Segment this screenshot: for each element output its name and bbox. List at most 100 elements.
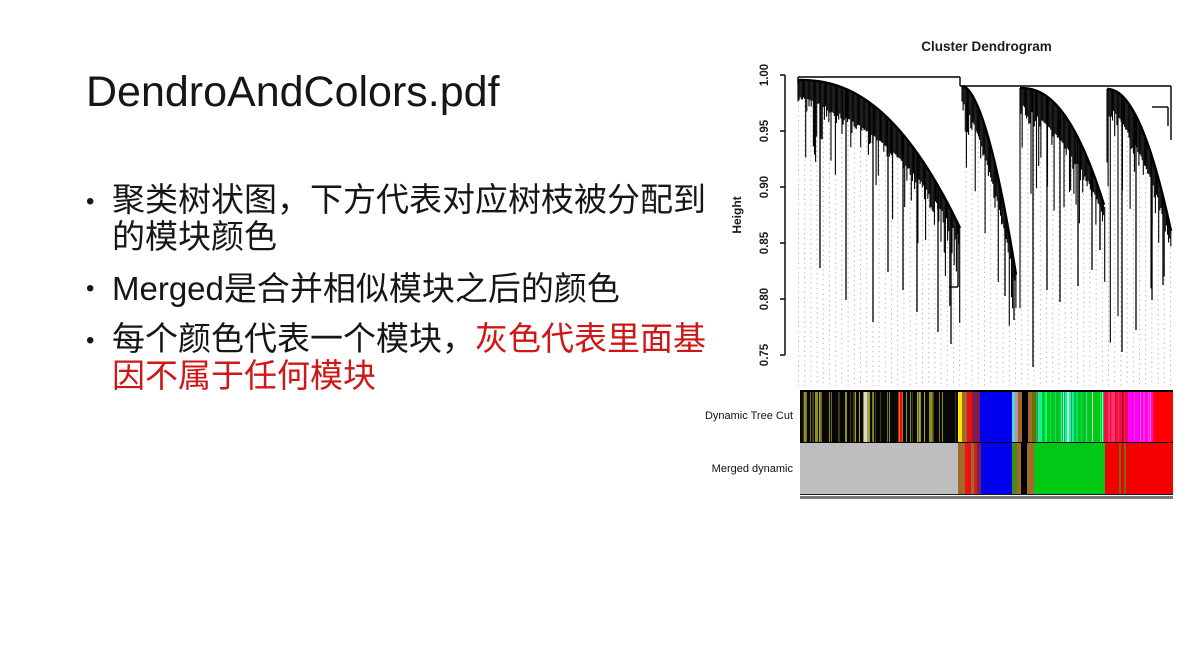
module-color-stripe: [939, 392, 940, 442]
bullet-item: • 聚类树状图，下方代表对应树枝被分配到的模块颜色: [86, 183, 726, 257]
module-color-stripe: [1091, 392, 1094, 442]
module-color-segment: [864, 392, 869, 442]
module-color-segment: [1152, 392, 1173, 442]
module-color-stripe: [830, 392, 832, 442]
module-color-segment: [1011, 443, 1018, 494]
module-color-stripe: [902, 392, 904, 442]
module-color-stripe: [924, 392, 926, 442]
module-color-stripe: [1108, 392, 1110, 442]
module-color-segment: [961, 392, 968, 442]
module-color-stripe: [804, 392, 806, 442]
bullet-item: • Merged是合并相似模块之后的颜色: [86, 270, 726, 309]
text-run: 聚类树状图，下方代表对应树枝被分配到的模块颜色: [112, 183, 706, 256]
module-color-stripe: [1124, 392, 1126, 442]
module-color-stripe: [1131, 392, 1133, 442]
module-color-stripe: [1040, 392, 1042, 442]
module-color-stripe: [918, 392, 920, 442]
y-axis-label: Height: [730, 196, 744, 234]
module-color-stripe: [809, 392, 811, 442]
y-tick-label: 0.90: [759, 175, 771, 199]
module-color-segment: [1014, 392, 1018, 442]
module-color-stripe: [1100, 392, 1102, 442]
module-color-stripe: [942, 392, 944, 442]
module-color-stripe: [1045, 392, 1047, 442]
y-tick-label: 1.00: [759, 63, 771, 87]
module-color-stripe: [853, 392, 855, 442]
module-color-stripe: [887, 392, 889, 442]
module-color-stripe: [931, 392, 934, 442]
module-color-stripe: [859, 392, 861, 442]
module-color-stripe: [919, 392, 921, 442]
module-color-stripe: [1055, 392, 1056, 442]
module-color-stripe: [867, 392, 870, 442]
module-color-stripe: [820, 392, 822, 442]
highlighted-text-run: 灰色代表里面基因不属于任何模块: [112, 322, 706, 395]
module-color-stripe: [875, 392, 877, 442]
module-color-stripe: [929, 392, 931, 442]
bullet-item: • 每个颜色代表一个模块，灰色代表里面基因不属于任何模块: [86, 322, 726, 396]
module-color-stripe: [813, 392, 814, 442]
module-bar-row: [800, 442, 1173, 495]
module-color-stripe: [806, 392, 808, 442]
module-color-stripe: [1081, 392, 1083, 442]
module-color-segment: [1011, 392, 1015, 442]
module-color-stripe: [1101, 392, 1104, 442]
bullet-text: 聚类树状图，下方代表对应树枝被分配到的模块颜色: [112, 183, 726, 257]
module-color-stripe: [829, 392, 831, 442]
module-color-segment: [971, 392, 981, 442]
module-color-stripe: [1067, 392, 1069, 442]
module-color-bars: [800, 390, 1173, 499]
module-color-segment: [1021, 392, 1028, 442]
module-color-stripe: [1063, 392, 1065, 442]
bullet-text: 每个颜色代表一个模块，灰色代表里面基因不属于任何模块: [112, 322, 726, 396]
text-run: 是合并相似模块之后的颜色: [223, 272, 620, 308]
module-color-stripe: [866, 392, 868, 442]
bullet-marker: •: [86, 188, 95, 215]
module-color-stripe: [917, 392, 919, 442]
module-color-stripe: [872, 392, 874, 442]
module-color-stripe: [1067, 392, 1070, 442]
chart-title: Cluster Dendrogram: [921, 39, 1052, 54]
module-color-stripe: [1069, 392, 1071, 442]
module-color-stripe: [955, 392, 957, 442]
module-color-segment: [964, 443, 971, 494]
module-color-stripe: [816, 392, 818, 442]
module-color-stripe: [1064, 392, 1067, 442]
module-color-stripe: [1133, 392, 1135, 442]
module-color-segment: [973, 443, 978, 494]
module-color-segment: [898, 392, 903, 442]
module-color-segment: [1027, 392, 1032, 442]
module-color-stripe: [1140, 392, 1141, 442]
module-color-stripe: [854, 392, 857, 442]
module-color-stripe: [1072, 392, 1074, 442]
module-color-stripe: [898, 392, 900, 442]
module-color-stripe: [905, 392, 907, 442]
module-color-segment: [967, 392, 972, 442]
module-color-stripe: [849, 392, 851, 442]
module-color-segment: [1124, 443, 1126, 494]
module-color-stripe: [1122, 392, 1124, 442]
module-color-stripe: [1071, 392, 1073, 442]
module-color-segment: [970, 443, 974, 494]
module-color-stripe: [1149, 392, 1151, 442]
module-color-stripe: [912, 392, 914, 442]
module-color-segment: [1118, 443, 1121, 494]
module-color-segment: [1103, 392, 1128, 442]
module-color-segment: [1020, 443, 1028, 494]
module-color-stripe: [838, 392, 840, 442]
module-color-segment: [800, 443, 959, 494]
dendrogram-canvas: [780, 60, 1192, 390]
module-color-stripe: [1143, 392, 1145, 442]
module-color-segment: [1105, 443, 1173, 494]
module-color-stripe: [814, 392, 816, 442]
module-color-segment: [1032, 392, 1037, 442]
bullet-marker: •: [86, 327, 95, 354]
bullet-list: • 聚类树状图，下方代表对应树枝被分配到的模块颜色 • Merged是合并相似模块之后…: [86, 183, 726, 409]
bar-underline: [800, 496, 1173, 499]
module-color-segment: [958, 443, 965, 494]
module-color-stripe: [1038, 392, 1040, 442]
y-tick-label: 0.80: [759, 287, 771, 311]
module-color-stripe: [803, 392, 805, 442]
module-color-segment: [1027, 443, 1034, 494]
